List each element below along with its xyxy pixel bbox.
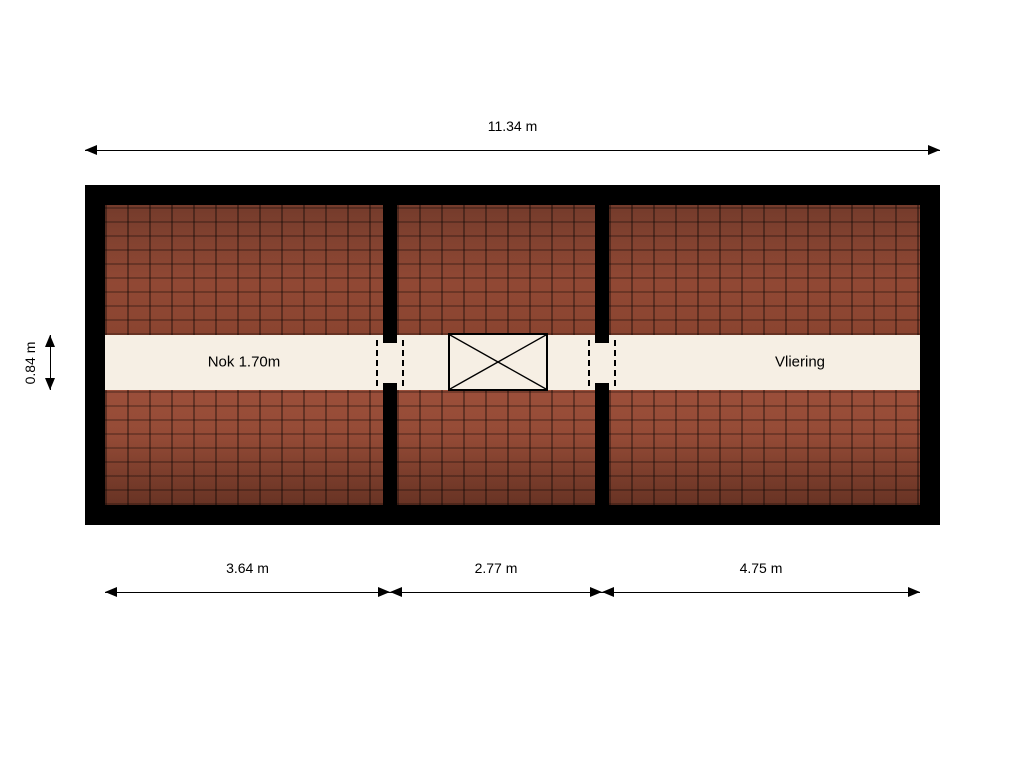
dimension-bottom-2: 2.77 m (390, 582, 602, 602)
roof-section-2-bottom (397, 390, 595, 505)
door-2-dash-right (614, 340, 616, 386)
door-2-dash-left (588, 340, 590, 386)
roof-section-3-top (609, 205, 920, 335)
dimension-left-height: 0.84 m (40, 335, 60, 390)
floorplan-canvas: 11.34 m 0.84 m Nok 1.70m Vliering (0, 0, 1024, 768)
dimension-top-label: 11.34 m (484, 118, 542, 134)
door-opening-1 (383, 343, 397, 383)
label-right-room: Vliering (775, 354, 825, 371)
door-opening-2 (595, 343, 609, 383)
roof-section-2-top (397, 205, 595, 335)
roof-section-1-bottom (105, 390, 383, 505)
door-1-dash-left (376, 340, 378, 386)
label-left-room: Nok 1.70m (208, 354, 281, 371)
dimension-bottom-1: 3.64 m (105, 582, 390, 602)
dimension-bottom-2-label: 2.77 m (471, 560, 522, 576)
attic-hatch (448, 333, 548, 391)
roof-section-1-top (105, 205, 383, 335)
dimension-bottom-3: 4.75 m (602, 582, 920, 602)
dimension-bottom-1-label: 3.64 m (222, 560, 273, 576)
dimension-bottom-3-label: 4.75 m (736, 560, 787, 576)
hatch-cross-icon (450, 335, 546, 389)
dimension-left-label: 0.84 m (22, 337, 38, 388)
dimension-top-total: 11.34 m (85, 140, 940, 160)
door-1-dash-right (402, 340, 404, 386)
roof-section-3-bottom (609, 390, 920, 505)
